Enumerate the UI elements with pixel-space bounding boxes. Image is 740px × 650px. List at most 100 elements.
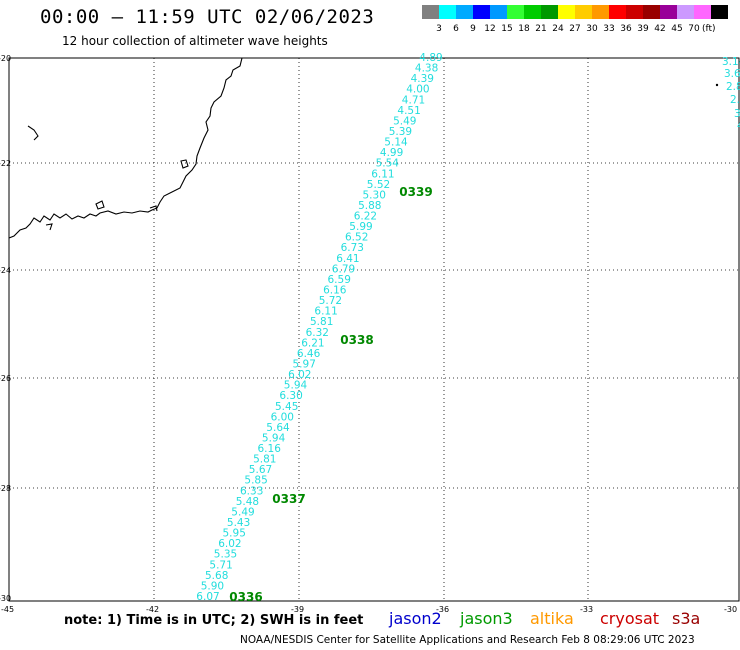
- color-swatch: [660, 5, 677, 19]
- color-legend-label: 39: [637, 24, 649, 34]
- edge-swh-value-label: 2.: [730, 94, 740, 106]
- color-swatch: [456, 5, 473, 19]
- graticule: [9, 58, 739, 601]
- swh-value-label: 5.49: [393, 115, 416, 127]
- color-legend-label: 24: [552, 24, 564, 34]
- credit-line: NOAA/NESDIS Center for Satellite Applica…: [240, 634, 695, 646]
- color-legend-label: 3: [436, 24, 442, 34]
- track-time-label: 0336: [229, 590, 262, 604]
- color-legend-label: 18: [518, 24, 530, 34]
- x-tick-label: -45: [1, 605, 14, 614]
- coastline: [8, 57, 243, 239]
- swh-value-label: 6.46: [297, 348, 321, 360]
- track-time-label: 0339: [399, 185, 432, 199]
- color-swatch: [558, 5, 575, 19]
- color-swatch: [694, 5, 711, 19]
- color-legend-label: 21: [535, 24, 546, 34]
- swh-value-label: 5.94: [262, 433, 286, 445]
- swh-value-label: 5.85: [244, 475, 267, 487]
- satellite-label: jason3: [460, 609, 513, 628]
- swh-value-label: 5.45: [275, 401, 298, 413]
- color-swatch: [677, 5, 694, 19]
- swh-value-label: 5.81: [253, 454, 276, 466]
- color-legend-label: 27: [569, 24, 580, 34]
- swh-value-label: 6.16: [323, 285, 347, 297]
- altimeter-track: 4.894.384.394.004.714.515.495.395.144.99…: [196, 52, 442, 603]
- color-swatch: [524, 5, 541, 19]
- color-legend-label: 42: [654, 24, 665, 34]
- swh-value-label: 4.38: [415, 63, 438, 75]
- satellite-label: s3a: [672, 609, 701, 628]
- swh-value-label: 5.35: [214, 549, 237, 561]
- y-tick-label: -26: [0, 374, 11, 383]
- color-legend-label: 6: [453, 24, 459, 34]
- map-subtitle: 12 hour collection of altimeter wave hei…: [62, 34, 328, 48]
- color-legend-label: 9: [470, 24, 476, 34]
- color-swatch: [592, 5, 609, 19]
- track-time-label: 0338: [340, 333, 373, 347]
- swh-value-label: 4.51: [397, 105, 420, 117]
- satellite-label: cryosat: [600, 609, 660, 628]
- edge-swh-value-label: 3.6: [724, 68, 740, 80]
- swh-value-label: 6.33: [240, 485, 263, 497]
- swh-value-label: 4.99: [380, 147, 403, 159]
- x-tick-label: -30: [724, 605, 737, 614]
- color-legend-label: 36: [620, 24, 632, 34]
- y-axis-labels: -20 -22 -24 -26 -28 -30: [0, 54, 11, 603]
- swh-value-label: 5.68: [205, 570, 228, 582]
- swh-value-label: 6.52: [345, 232, 368, 244]
- swh-value-label: 5.49: [231, 507, 254, 519]
- swh-value-label: 5.67: [249, 464, 272, 476]
- color-legend-label: 45: [671, 24, 682, 34]
- swh-value-label: 4.89: [419, 52, 442, 64]
- swh-value-label: 6.02: [288, 369, 311, 381]
- swh-value-label: 5.30: [363, 189, 386, 201]
- swh-value-label: 5.95: [223, 528, 246, 540]
- edge-swh-value-label: 3: [734, 108, 740, 120]
- color-swatch: [422, 5, 439, 19]
- satellite-label: altika: [530, 609, 574, 628]
- color-swatch: [626, 5, 643, 19]
- x-tick-label: -36: [436, 605, 449, 614]
- swh-value-label: 6.00: [271, 411, 294, 423]
- map-title: 00:00 – 11:59 UTC 02/06/2023: [40, 6, 375, 28]
- y-tick-label: -24: [0, 266, 11, 275]
- edge-swh-value-label: 3.14: [722, 56, 740, 68]
- swh-value-label: 5.54: [376, 158, 400, 170]
- swh-value-label: 4.39: [411, 73, 434, 85]
- color-legend-label: 70: [688, 24, 700, 34]
- swh-value-label: 4.71: [402, 94, 425, 106]
- color-swatch: [609, 5, 626, 19]
- color-legend-label: 30: [586, 24, 598, 34]
- swh-value-label: 5.72: [319, 295, 342, 307]
- map-frame: [8, 57, 740, 602]
- swh-value-label: 5.97: [293, 359, 316, 371]
- swh-value-label: 6.73: [341, 242, 364, 254]
- swh-value-label: 5.71: [209, 559, 232, 571]
- color-legend-unit: (ft): [702, 24, 716, 34]
- swh-value-label: 5.99: [349, 221, 372, 233]
- edge-track: 3.143.62.82. 34: [722, 56, 740, 132]
- swh-value-label: 5.64: [266, 422, 290, 434]
- swh-value-label: 5.88: [358, 200, 381, 212]
- swh-value-label: 6.59: [328, 274, 351, 286]
- edge-track-point: [715, 83, 719, 87]
- swh-value-label: 6.22: [354, 211, 377, 223]
- color-legend: 3 6 9 12 15 18 21 24 27 30 33 36 39 42 45 70 (ft): [422, 5, 728, 34]
- swh-value-label: 6.79: [332, 263, 355, 275]
- color-swatch: [575, 5, 592, 19]
- x-tick-label: -39: [291, 605, 304, 614]
- swh-value-label: 5.94: [284, 380, 308, 392]
- swh-value-label: 6.02: [218, 538, 241, 550]
- x-tick-label: -42: [146, 605, 159, 614]
- y-tick-label: -20: [0, 54, 11, 63]
- swh-value-label: 5.43: [227, 517, 250, 529]
- y-tick-label: -28: [0, 484, 11, 493]
- color-legend-label: 12: [484, 24, 495, 34]
- swh-value-label: 6.11: [314, 306, 337, 318]
- footer-note: note: 1) Time is in UTC; 2) SWH is in fe…: [64, 613, 364, 628]
- edge-swh-value-label: 4: [737, 120, 740, 132]
- swh-value-label: 6.11: [371, 168, 394, 180]
- color-swatch: [507, 5, 524, 19]
